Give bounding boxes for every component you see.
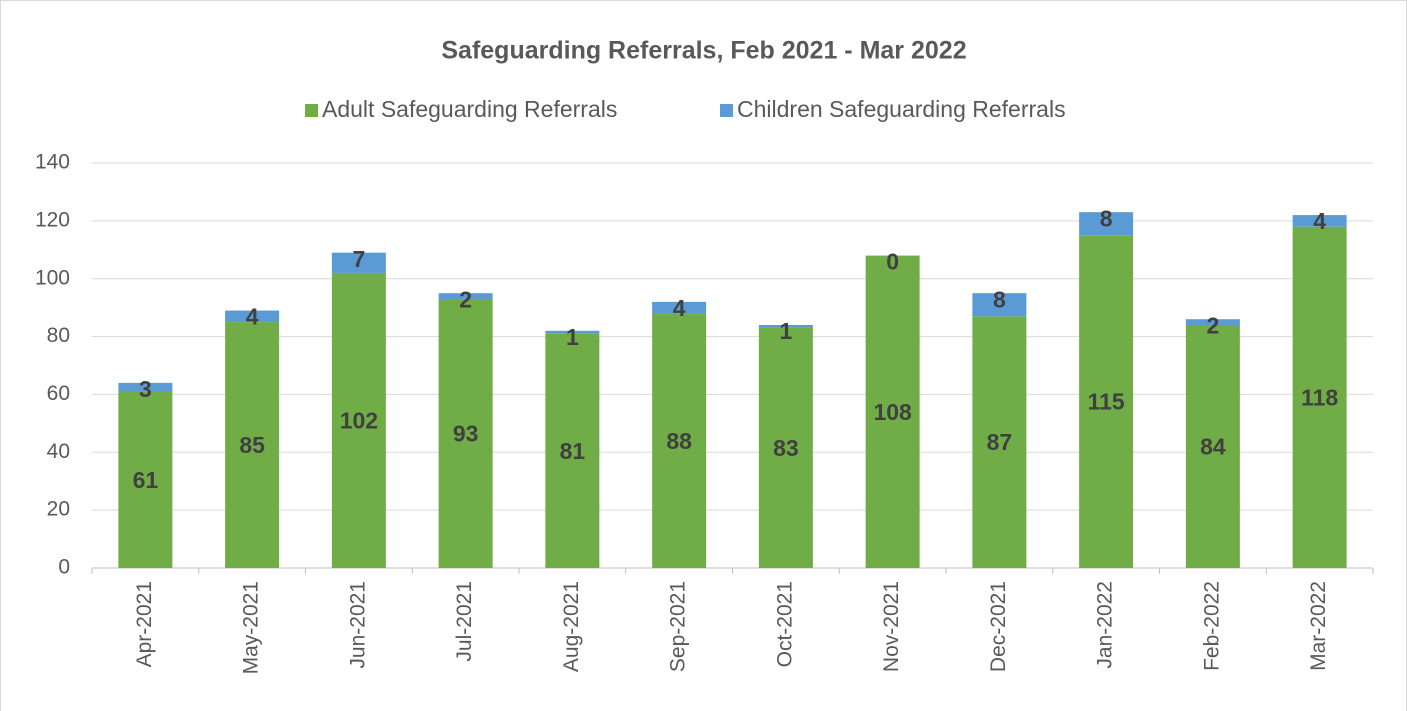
data-label: 7 bbox=[352, 246, 365, 272]
data-label: 8 bbox=[993, 286, 1006, 312]
legend-label: Adult Safeguarding Referrals bbox=[322, 96, 617, 122]
bar-segment bbox=[438, 298, 493, 568]
data-label: 84 bbox=[1200, 434, 1226, 460]
data-label: 0 bbox=[886, 249, 899, 275]
x-tick-label: Nov-2021 bbox=[880, 581, 903, 672]
x-tick-label: Apr-2021 bbox=[133, 581, 156, 667]
bar-segment bbox=[118, 391, 173, 568]
x-tick-label: Jan-2022 bbox=[1094, 581, 1117, 669]
bar-segment bbox=[1079, 212, 1134, 236]
x-tick-label: Feb-2022 bbox=[1200, 581, 1223, 671]
x-tick-label: Aug-2021 bbox=[560, 581, 583, 672]
bar-segment bbox=[438, 293, 493, 299]
bar-segment bbox=[331, 272, 386, 568]
x-tick-label: Oct-2021 bbox=[773, 581, 796, 667]
bar-segment bbox=[972, 316, 1027, 568]
bar-segment bbox=[331, 252, 386, 273]
data-label: 93 bbox=[453, 421, 479, 447]
data-label: 1 bbox=[566, 324, 579, 350]
data-label: 108 bbox=[873, 399, 912, 425]
x-tick-label: Mar-2022 bbox=[1307, 581, 1330, 671]
bar-segment bbox=[1185, 325, 1240, 568]
y-tick-label: 60 bbox=[47, 382, 70, 405]
x-tick-label: Jul-2021 bbox=[453, 581, 476, 662]
bar-segment bbox=[1292, 226, 1347, 568]
bar-segment bbox=[865, 255, 920, 569]
bar-segment bbox=[1185, 319, 1240, 325]
bar-segment bbox=[652, 313, 707, 568]
bar-segment bbox=[545, 333, 600, 568]
data-label: 61 bbox=[133, 467, 159, 493]
bar-segment bbox=[225, 310, 280, 323]
data-label: 87 bbox=[987, 429, 1013, 455]
data-label: 1 bbox=[779, 318, 792, 344]
y-tick-label: 0 bbox=[58, 556, 70, 579]
data-label: 83 bbox=[773, 435, 799, 461]
x-tick-label: Jun-2021 bbox=[346, 581, 369, 669]
legend-marker bbox=[720, 104, 733, 117]
data-label: 2 bbox=[459, 286, 472, 312]
x-tick-label: May-2021 bbox=[240, 581, 263, 674]
y-tick-label: 20 bbox=[47, 498, 70, 521]
bar-segment bbox=[1079, 235, 1134, 569]
bar-segment bbox=[652, 301, 707, 314]
y-tick-label: 120 bbox=[35, 208, 70, 231]
y-tick-label: 80 bbox=[47, 324, 70, 347]
data-label: 118 bbox=[1301, 384, 1338, 410]
data-label: 4 bbox=[673, 295, 686, 321]
data-label: 3 bbox=[139, 376, 152, 402]
legend-marker bbox=[305, 104, 318, 117]
bar-segment bbox=[1292, 215, 1347, 227]
data-label: 88 bbox=[666, 428, 692, 454]
data-label: 115 bbox=[1088, 389, 1125, 415]
chart-title: Safeguarding Referrals, Feb 2021 - Mar 2… bbox=[441, 37, 966, 65]
data-label: 4 bbox=[1313, 208, 1326, 234]
data-label: 102 bbox=[340, 408, 378, 434]
data-label: 4 bbox=[246, 304, 259, 330]
bar-segment bbox=[972, 293, 1027, 317]
x-tick-label: Dec-2021 bbox=[987, 581, 1010, 672]
data-label: 8 bbox=[1100, 205, 1113, 231]
y-tick-label: 100 bbox=[35, 266, 70, 289]
bar-segment bbox=[545, 330, 600, 334]
bar-segment bbox=[758, 325, 813, 328]
bar-segment bbox=[225, 322, 280, 568]
y-tick-label: 140 bbox=[35, 151, 70, 174]
data-label: 81 bbox=[560, 438, 586, 464]
data-label: 2 bbox=[1206, 312, 1219, 338]
x-tick-label: Sep-2021 bbox=[667, 581, 690, 672]
bar-segment bbox=[118, 382, 173, 392]
data-label: 85 bbox=[239, 432, 265, 458]
bar-segment bbox=[758, 327, 813, 568]
y-tick-label: 40 bbox=[47, 440, 70, 463]
legend-label: Children Safeguarding Referrals bbox=[737, 96, 1066, 122]
